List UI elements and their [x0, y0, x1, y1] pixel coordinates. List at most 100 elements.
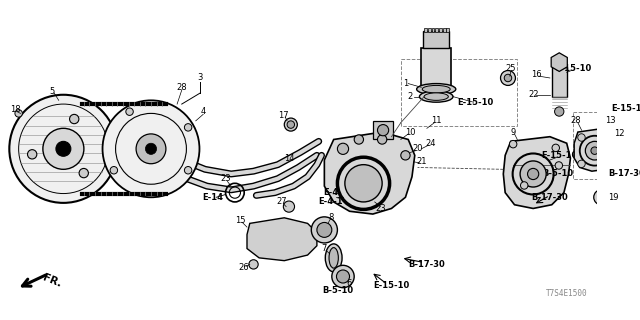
Polygon shape: [574, 128, 615, 171]
Bar: [435, 28, 438, 32]
Text: 28: 28: [177, 83, 187, 92]
Text: B-17-30: B-17-30: [608, 170, 640, 179]
Circle shape: [10, 95, 118, 203]
Circle shape: [145, 143, 157, 155]
Circle shape: [586, 141, 604, 160]
Polygon shape: [324, 132, 415, 214]
Circle shape: [184, 166, 192, 174]
Text: 27: 27: [276, 197, 287, 206]
Circle shape: [555, 162, 563, 169]
Bar: [373, 121, 394, 140]
Text: 16: 16: [531, 70, 541, 79]
Text: 22: 22: [528, 90, 538, 99]
Ellipse shape: [325, 244, 342, 272]
Circle shape: [520, 182, 528, 189]
Circle shape: [354, 135, 364, 144]
Text: 17: 17: [278, 111, 289, 120]
Text: 21: 21: [416, 157, 426, 166]
Circle shape: [378, 124, 388, 136]
Text: E-15-10: E-15-10: [373, 281, 410, 290]
Circle shape: [287, 121, 294, 128]
Circle shape: [552, 144, 559, 152]
Text: E-15-10: E-15-10: [457, 98, 493, 107]
Ellipse shape: [329, 248, 339, 268]
Circle shape: [401, 151, 410, 160]
Circle shape: [337, 270, 349, 283]
Circle shape: [136, 134, 166, 164]
Circle shape: [79, 168, 88, 178]
Text: 9: 9: [510, 128, 515, 137]
Text: 23: 23: [220, 174, 231, 183]
Text: 18: 18: [10, 105, 20, 114]
Text: 15: 15: [236, 216, 246, 225]
Text: B-5-10: B-5-10: [322, 286, 353, 295]
Circle shape: [102, 100, 200, 197]
Ellipse shape: [417, 84, 456, 95]
Circle shape: [284, 118, 298, 131]
Text: 26: 26: [239, 263, 250, 272]
Circle shape: [345, 165, 382, 202]
Circle shape: [332, 265, 354, 288]
Text: 28: 28: [571, 116, 581, 125]
Circle shape: [249, 260, 258, 269]
Text: E-4-1: E-4-1: [319, 197, 343, 206]
Circle shape: [28, 150, 37, 159]
Circle shape: [184, 124, 192, 131]
Polygon shape: [503, 137, 570, 208]
Circle shape: [284, 201, 294, 212]
Circle shape: [70, 114, 79, 124]
Text: T7S4E1500: T7S4E1500: [545, 289, 588, 298]
Circle shape: [604, 160, 612, 168]
Circle shape: [500, 70, 515, 85]
Text: E-4: E-4: [323, 188, 339, 197]
Bar: [447, 28, 449, 32]
Text: 14: 14: [284, 154, 294, 163]
Text: 2: 2: [408, 92, 413, 101]
Circle shape: [520, 161, 546, 187]
Ellipse shape: [424, 93, 449, 100]
Circle shape: [555, 107, 564, 116]
Bar: [552, 67, 566, 97]
Text: 24: 24: [426, 139, 436, 148]
Text: 10: 10: [405, 128, 415, 137]
Text: 1: 1: [403, 79, 408, 88]
Circle shape: [110, 166, 118, 174]
Bar: [573, 112, 637, 179]
Circle shape: [126, 108, 133, 116]
Circle shape: [337, 143, 349, 155]
Bar: [431, 28, 435, 32]
Circle shape: [311, 217, 337, 243]
Text: 23: 23: [375, 204, 385, 213]
Bar: [424, 28, 427, 32]
Circle shape: [509, 140, 517, 148]
Text: 12: 12: [614, 129, 625, 139]
Text: 4: 4: [200, 107, 206, 116]
Bar: [428, 28, 431, 32]
Bar: [421, 48, 451, 87]
Bar: [439, 28, 442, 32]
Text: 13: 13: [605, 116, 616, 125]
Ellipse shape: [422, 85, 450, 93]
Bar: [401, 59, 517, 126]
Ellipse shape: [419, 91, 453, 102]
Text: E-15-10: E-15-10: [541, 151, 577, 160]
Bar: [443, 28, 445, 32]
Circle shape: [43, 128, 84, 169]
Circle shape: [591, 147, 598, 155]
Text: E-14: E-14: [202, 193, 223, 202]
Text: 5: 5: [49, 86, 55, 96]
Circle shape: [578, 160, 585, 168]
Text: 20: 20: [412, 144, 423, 153]
Circle shape: [604, 134, 612, 141]
Text: 3: 3: [198, 74, 203, 83]
Polygon shape: [247, 218, 317, 261]
Text: B-17-30: B-17-30: [532, 193, 568, 202]
Text: 11: 11: [431, 116, 442, 125]
Circle shape: [527, 168, 539, 180]
Text: 8: 8: [328, 213, 333, 222]
Circle shape: [504, 74, 512, 82]
Text: 25: 25: [506, 64, 516, 73]
Circle shape: [317, 222, 332, 237]
Bar: [423, 31, 449, 48]
Circle shape: [578, 134, 585, 141]
